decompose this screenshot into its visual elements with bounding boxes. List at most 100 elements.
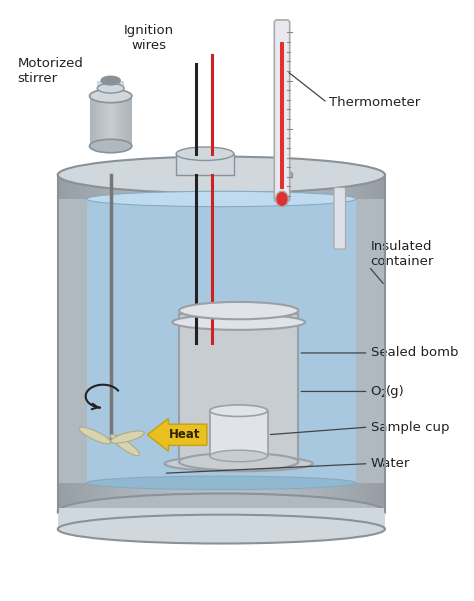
Bar [104,175,105,512]
Bar [108,96,109,146]
Bar [375,175,376,512]
Bar [131,175,132,512]
Bar [352,175,353,512]
Ellipse shape [58,493,385,530]
Bar [356,199,385,483]
Bar [226,175,227,512]
FancyBboxPatch shape [274,20,290,202]
Bar [94,96,95,146]
Ellipse shape [276,191,288,207]
Bar [292,175,293,512]
Ellipse shape [87,476,356,490]
Bar [270,175,271,512]
Bar [72,175,73,512]
Bar [320,175,321,512]
Bar [305,175,306,512]
Bar [338,175,339,512]
Bar [354,175,355,512]
Bar [119,96,120,146]
Bar [131,96,132,146]
Bar [183,175,184,512]
Bar [162,175,163,512]
Bar [259,175,260,512]
Ellipse shape [79,427,111,444]
Bar [97,175,98,512]
Bar [115,96,116,146]
Bar [379,175,380,512]
Bar [186,175,187,512]
Bar [371,175,372,512]
Bar [96,96,97,146]
Bar [218,175,219,512]
Bar [98,175,99,512]
Bar [217,175,218,512]
Bar [93,175,94,512]
Bar [272,175,273,512]
Bar [365,175,366,512]
Bar [373,175,374,512]
Bar [367,175,368,512]
Bar [238,175,239,512]
Bar [88,175,89,512]
Ellipse shape [97,84,124,93]
Bar [318,175,319,512]
Bar [331,175,332,512]
Bar [120,175,121,512]
Bar [62,175,63,512]
Bar [112,96,113,146]
Bar [171,175,172,512]
Text: 2: 2 [380,389,386,399]
Bar [210,410,267,456]
Bar [199,175,200,512]
Bar [306,175,307,512]
Bar [335,175,336,512]
Bar [322,175,323,512]
Bar [370,175,371,512]
Bar [312,175,313,512]
Bar [173,175,174,512]
Bar [128,96,129,146]
Bar [260,175,261,512]
Bar [198,175,199,512]
Bar [108,175,109,512]
Bar [234,175,235,512]
Text: Thermometer: Thermometer [329,96,420,109]
Bar [346,175,347,512]
Bar [368,175,369,512]
Bar [321,175,322,512]
Bar [271,175,272,512]
Bar [295,175,296,512]
Bar [293,175,294,512]
Bar [126,175,127,512]
Bar [130,175,131,512]
Bar [139,175,140,512]
Bar [153,175,154,512]
Bar [85,175,86,512]
Bar [59,175,60,512]
Bar [124,96,125,146]
Bar [328,175,329,512]
Bar [251,175,252,512]
Bar [236,175,237,512]
Bar [285,175,286,512]
Bar [256,175,257,512]
Bar [87,199,356,483]
Bar [169,175,170,512]
Bar [98,96,99,146]
Bar [67,175,68,512]
Bar [176,175,177,512]
Bar [348,175,349,512]
Bar [172,175,173,512]
Bar [287,175,288,512]
Bar [202,175,203,512]
Bar [96,175,97,512]
Bar [101,96,102,146]
Bar [307,175,308,512]
Bar [119,175,120,512]
Bar [197,175,198,512]
Bar [99,175,100,512]
Bar [290,175,291,512]
Bar [140,175,141,512]
Bar [239,175,240,512]
Bar [345,175,346,512]
